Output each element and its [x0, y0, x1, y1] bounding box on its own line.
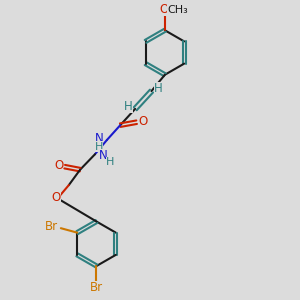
Text: Br: Br	[45, 220, 58, 232]
Text: O: O	[138, 115, 147, 128]
Text: O: O	[54, 159, 63, 172]
Text: CH₃: CH₃	[167, 4, 188, 14]
Text: H: H	[154, 82, 162, 95]
Text: Br: Br	[90, 281, 103, 294]
Text: N: N	[94, 132, 103, 145]
Text: O: O	[52, 191, 61, 204]
Text: H: H	[95, 142, 103, 152]
Text: H: H	[106, 157, 115, 167]
Text: N: N	[99, 149, 107, 162]
Text: O: O	[159, 3, 168, 16]
Text: H: H	[124, 100, 133, 113]
